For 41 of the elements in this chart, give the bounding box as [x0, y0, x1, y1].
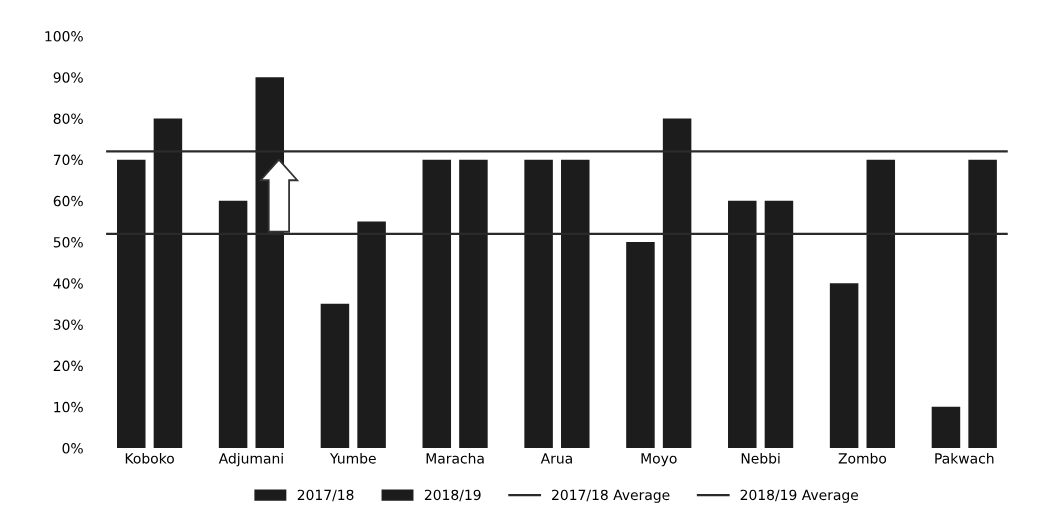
bar — [866, 159, 896, 449]
bar — [829, 283, 859, 449]
bar — [662, 118, 692, 449]
x-tick-label: Adjumani — [218, 452, 283, 467]
bar — [218, 200, 248, 449]
x-tick-label: Yumbe — [329, 452, 376, 464]
bar — [764, 200, 794, 449]
y-tick-label: 30% — [53, 319, 83, 330]
x-tick-label: Arua — [540, 453, 572, 464]
bar — [320, 303, 350, 449]
legend-label: 2018/19 — [424, 489, 481, 502]
x-tick-label: Nebbi — [741, 452, 780, 464]
y-tick-label: 90% — [53, 72, 83, 83]
legend-label: 2017/18 Average — [552, 489, 670, 503]
y-tick-label: 10% — [54, 401, 83, 413]
y-tick-label: 100% — [45, 31, 83, 42]
x-tick-label: Maracha — [426, 452, 484, 464]
x-tick-label: Koboko — [125, 452, 174, 464]
y-tick-label: 40% — [53, 278, 83, 289]
bar — [153, 118, 183, 449]
bar — [968, 159, 997, 449]
bar — [422, 159, 452, 449]
x-tick-label: Moyo — [641, 453, 677, 467]
y-tick-label: 70% — [53, 154, 83, 166]
x-tick-label: Pakwach — [935, 452, 994, 464]
y-tick-label: 20% — [53, 360, 83, 372]
bar — [117, 159, 146, 449]
y-tick-label: 0% — [62, 443, 83, 454]
legend-label: 2018/19 Average — [740, 489, 859, 503]
bar — [357, 221, 386, 449]
bar — [561, 159, 590, 449]
bar — [626, 242, 655, 449]
bar — [931, 406, 961, 449]
bar — [728, 200, 757, 449]
bar — [524, 159, 553, 449]
y-tick-label: 80% — [53, 113, 83, 124]
y-tick-label: 60% — [53, 195, 83, 207]
y-tick-label: 50% — [53, 237, 83, 248]
bar — [459, 159, 488, 449]
legend-label: 2017/18 — [297, 489, 354, 502]
x-tick-label: Zombo — [838, 452, 887, 464]
